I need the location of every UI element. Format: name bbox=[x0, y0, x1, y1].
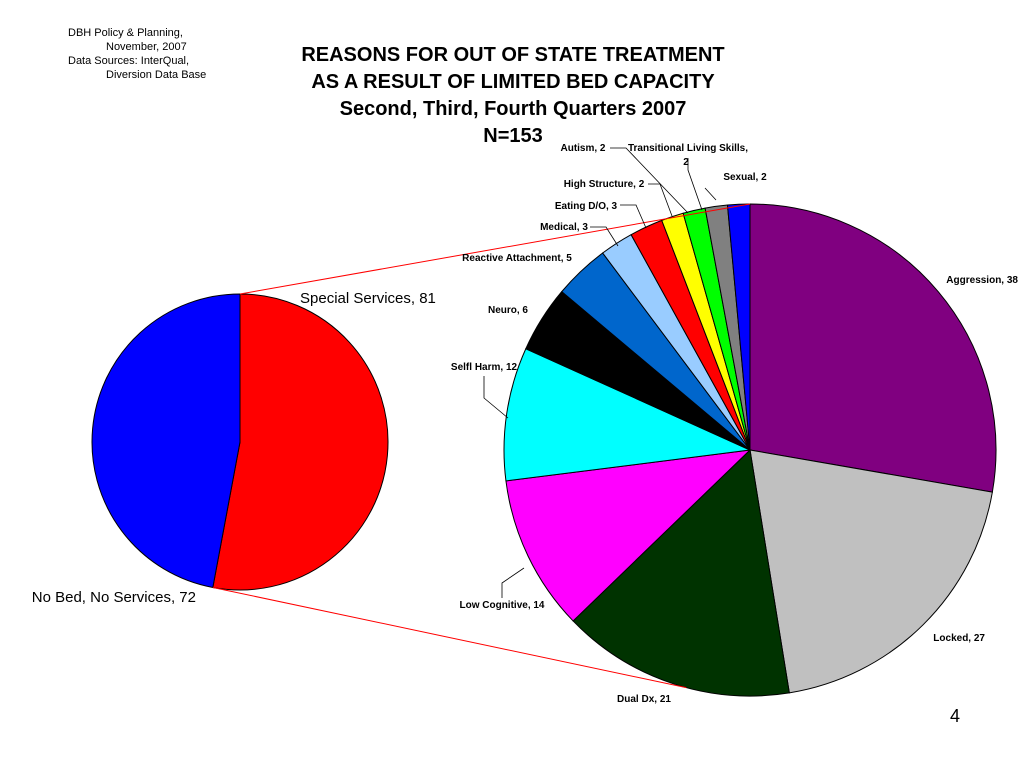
title-line: N=153 bbox=[483, 125, 543, 147]
leader-line bbox=[620, 204, 647, 229]
slice-label: No Bed, No Services, 72 bbox=[32, 589, 196, 606]
slice-label-cont: 2 bbox=[683, 157, 689, 168]
leader-line bbox=[590, 226, 619, 247]
slice-label: Reactive Attachment, 5 bbox=[462, 253, 572, 264]
slice-label: Special Services, 81 bbox=[300, 290, 436, 307]
slice-label: Autism, 2 bbox=[560, 143, 605, 154]
slice-label: High Structure, 2 bbox=[564, 179, 645, 190]
title-line: AS A RESULT OF LIMITED BED CAPACITY bbox=[311, 71, 715, 93]
connector-line bbox=[239, 203, 751, 295]
leader-line bbox=[648, 183, 673, 217]
pie-slice-large bbox=[572, 448, 790, 697]
slice-label: Dual Dx, 21 bbox=[617, 694, 671, 705]
leader-line bbox=[704, 187, 717, 201]
pie-slice-large bbox=[749, 203, 997, 493]
slice-label: Low Cognitive, 14 bbox=[459, 600, 544, 611]
leader-line bbox=[687, 158, 703, 211]
slice-label: Aggression, 38 bbox=[946, 275, 1018, 286]
pie-slice-large bbox=[749, 449, 993, 694]
slice-label: Neuro, 6 bbox=[488, 305, 528, 316]
chart-title: REASONS FOR OUT OF STATE TREATMENT AS A … bbox=[253, 42, 773, 150]
slice-label: Locked, 27 bbox=[933, 633, 985, 644]
page-number: 4 bbox=[950, 706, 961, 726]
source-line: DBH Policy & Planning, bbox=[68, 27, 183, 39]
source-line: Data Sources: InterQual, bbox=[68, 55, 190, 67]
source-note: DBH Policy & Planning, November, 2007 Da… bbox=[68, 26, 206, 82]
leader-line bbox=[610, 147, 689, 214]
pie-slice-small bbox=[91, 293, 241, 589]
pie-slice-small bbox=[212, 293, 389, 591]
slice-label: Sexual, 2 bbox=[723, 172, 767, 183]
slice-label: Eating D/O, 3 bbox=[555, 201, 618, 212]
connector-line bbox=[212, 586, 687, 689]
pie-slice-large bbox=[503, 348, 752, 482]
title-line: REASONS FOR OUT OF STATE TREATMENT bbox=[301, 44, 725, 66]
pie-slice-large bbox=[505, 449, 752, 622]
leader-line bbox=[501, 567, 525, 598]
leader-line bbox=[483, 376, 509, 419]
slice-label: Medical, 3 bbox=[540, 222, 588, 233]
title-line: Second, Third, Fourth Quarters 2007 bbox=[339, 98, 687, 120]
slice-label: Selfl Harm, 12 bbox=[451, 362, 518, 373]
slice-label: Transitional Living Skills, bbox=[628, 143, 748, 154]
source-line: Diversion Data Base bbox=[106, 69, 207, 81]
source-line: November, 2007 bbox=[106, 41, 187, 53]
